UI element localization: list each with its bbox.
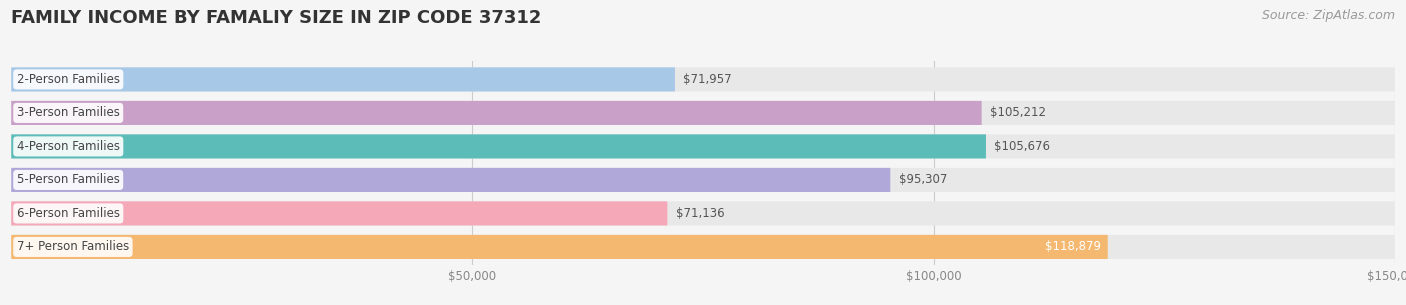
FancyBboxPatch shape bbox=[11, 135, 986, 159]
FancyBboxPatch shape bbox=[11, 201, 1395, 225]
FancyBboxPatch shape bbox=[11, 235, 1395, 259]
FancyBboxPatch shape bbox=[11, 67, 675, 92]
FancyBboxPatch shape bbox=[11, 168, 890, 192]
Text: 7+ Person Families: 7+ Person Families bbox=[17, 240, 129, 253]
FancyBboxPatch shape bbox=[11, 168, 1395, 192]
Text: FAMILY INCOME BY FAMALIY SIZE IN ZIP CODE 37312: FAMILY INCOME BY FAMALIY SIZE IN ZIP COD… bbox=[11, 9, 541, 27]
FancyBboxPatch shape bbox=[11, 101, 981, 125]
Text: 6-Person Families: 6-Person Families bbox=[17, 207, 120, 220]
Text: $71,957: $71,957 bbox=[683, 73, 733, 86]
FancyBboxPatch shape bbox=[11, 235, 1108, 259]
Text: 4-Person Families: 4-Person Families bbox=[17, 140, 120, 153]
Text: Source: ZipAtlas.com: Source: ZipAtlas.com bbox=[1261, 9, 1395, 22]
FancyBboxPatch shape bbox=[11, 201, 668, 225]
Text: $105,676: $105,676 bbox=[994, 140, 1050, 153]
Text: 3-Person Families: 3-Person Families bbox=[17, 106, 120, 120]
FancyBboxPatch shape bbox=[11, 67, 1395, 92]
Text: 2-Person Families: 2-Person Families bbox=[17, 73, 120, 86]
Text: $71,136: $71,136 bbox=[676, 207, 724, 220]
Text: $95,307: $95,307 bbox=[898, 174, 948, 186]
Text: $118,879: $118,879 bbox=[1045, 240, 1101, 253]
FancyBboxPatch shape bbox=[11, 135, 1395, 159]
Text: 5-Person Families: 5-Person Families bbox=[17, 174, 120, 186]
FancyBboxPatch shape bbox=[11, 101, 1395, 125]
Text: $105,212: $105,212 bbox=[990, 106, 1046, 120]
